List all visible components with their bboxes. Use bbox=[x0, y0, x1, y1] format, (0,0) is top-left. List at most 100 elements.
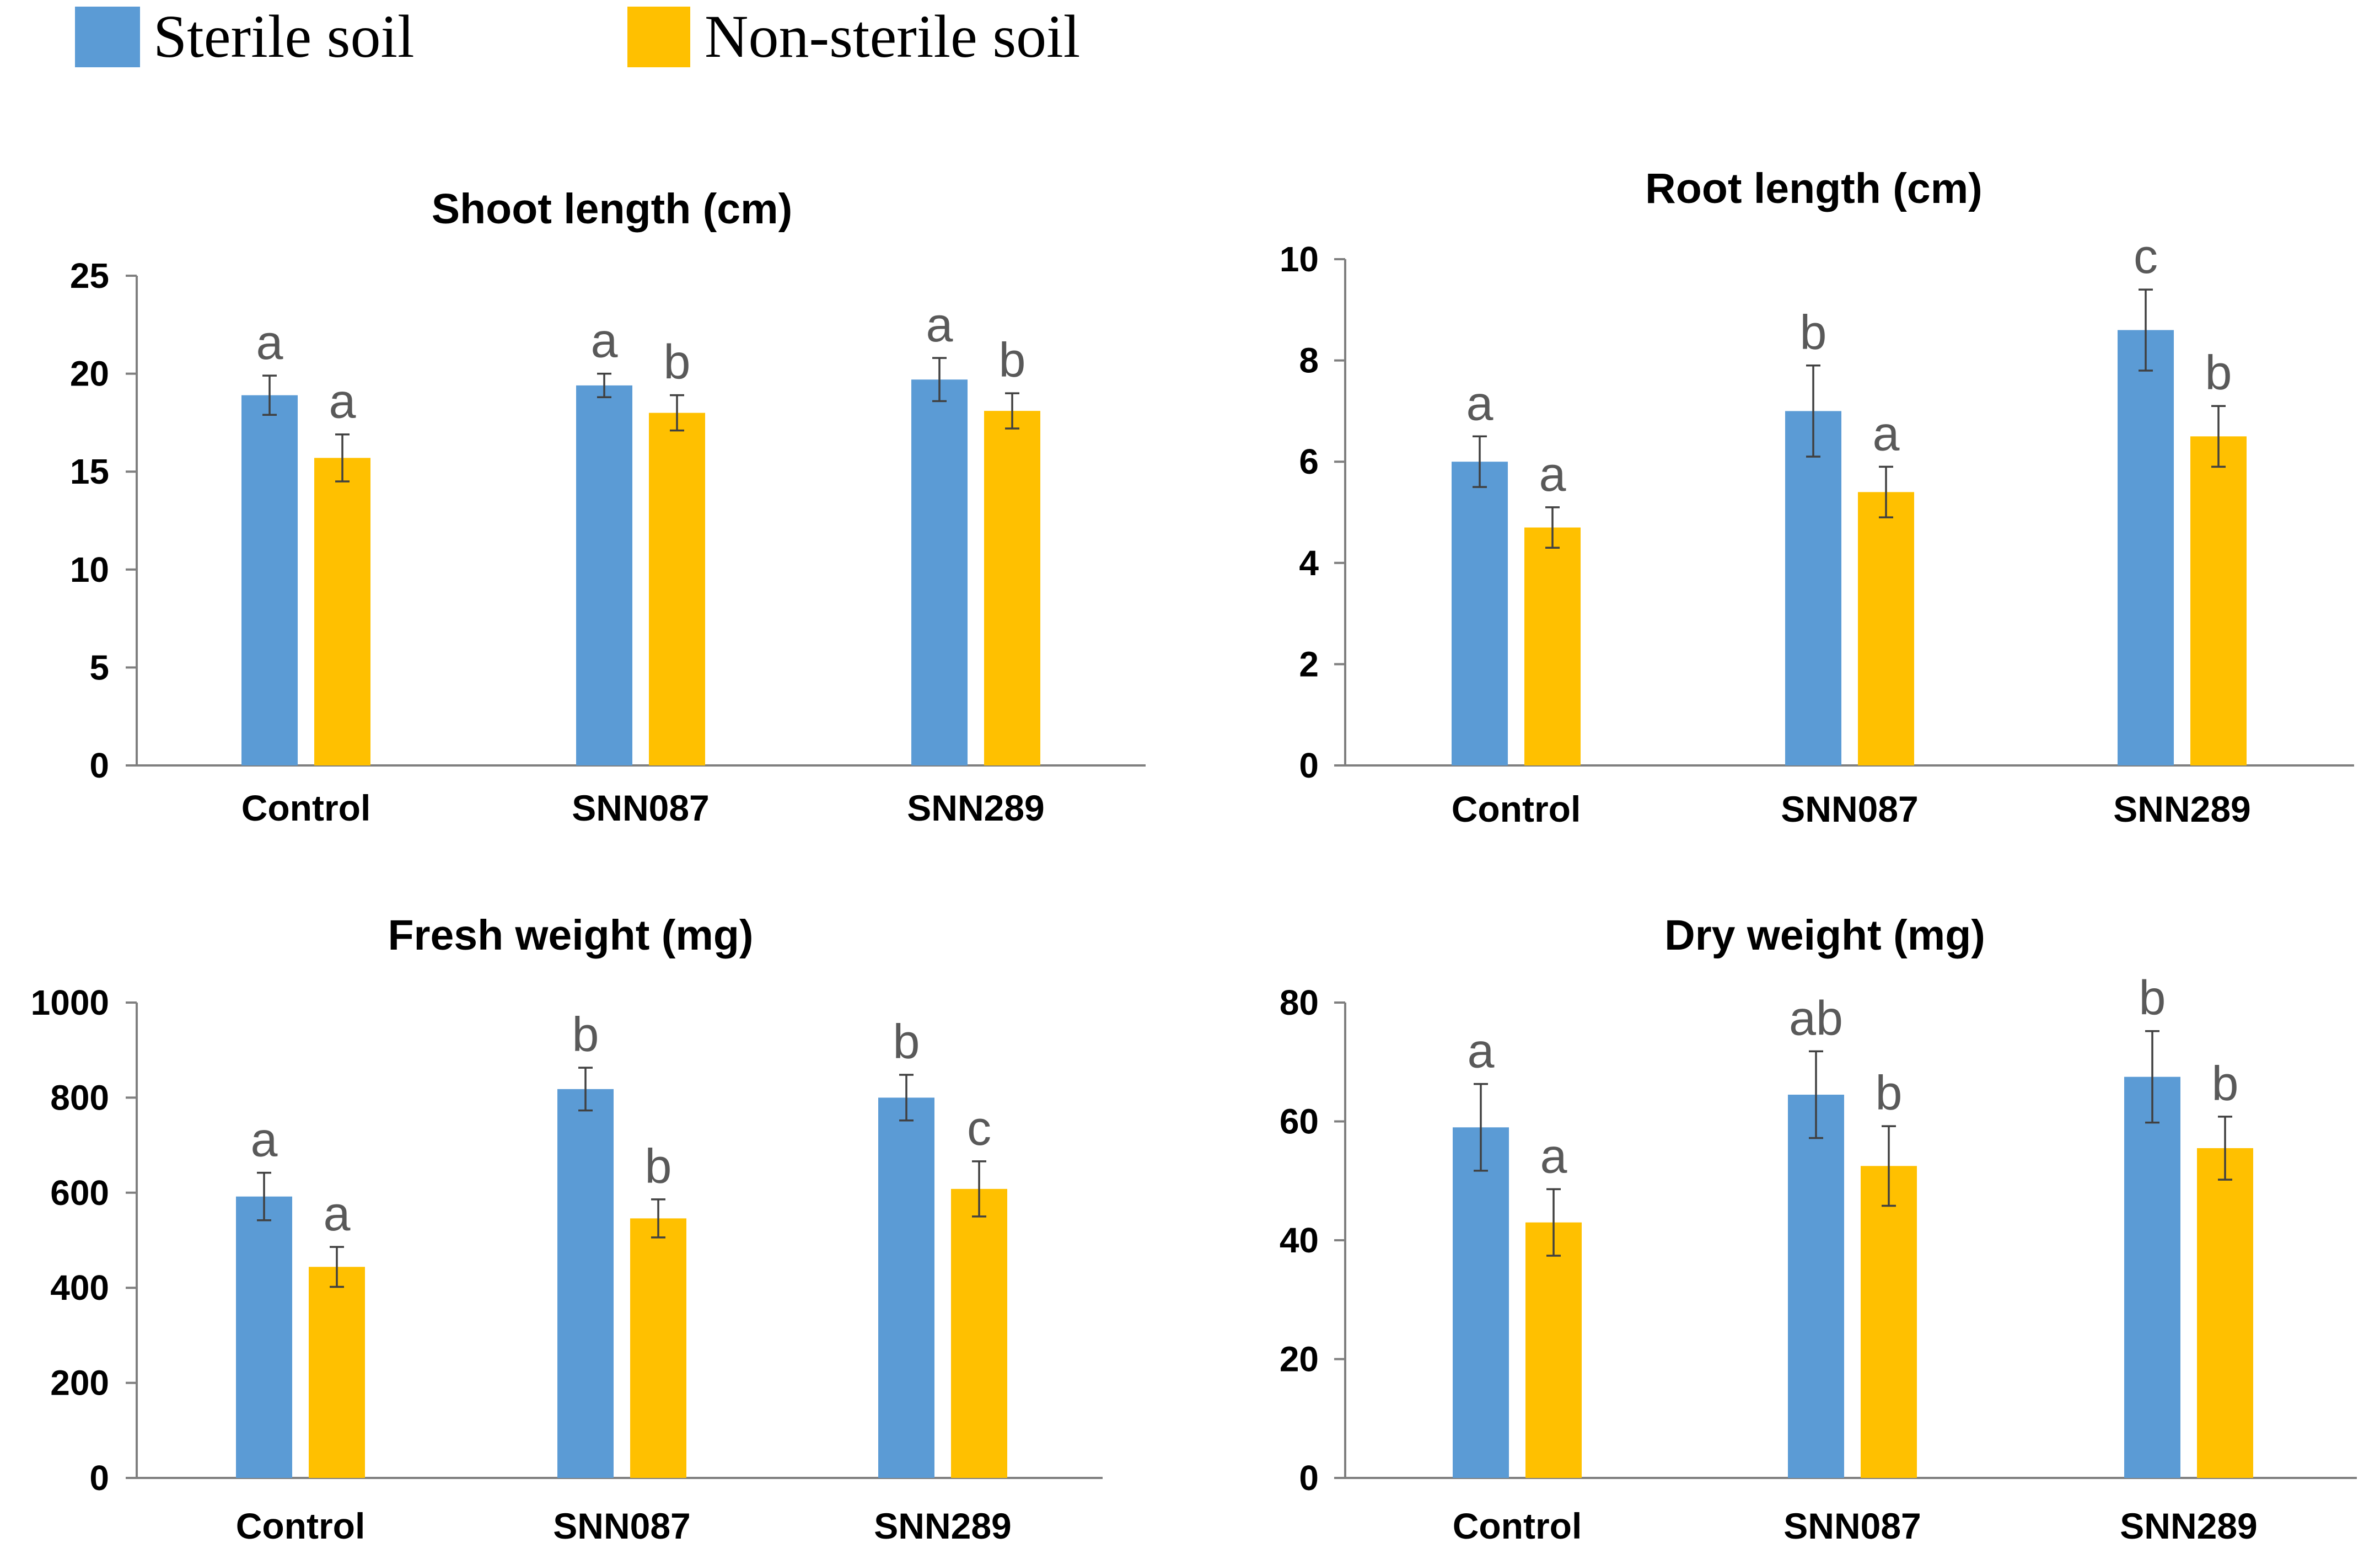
chart-dry-weight: Dry weight (mg) 0 20 40 60 80 Control SNN087 SNN… bbox=[1280, 912, 2357, 1546]
error-bar bbox=[651, 1198, 665, 1239]
significance-letter: b bbox=[2212, 1056, 2239, 1111]
significance-letter: b bbox=[1876, 1065, 1903, 1120]
error-bar bbox=[1474, 1083, 1488, 1172]
y-tick-label: 0 bbox=[89, 1458, 109, 1498]
bar-non-sterile-soil bbox=[951, 1188, 1007, 1478]
significance-letter: b bbox=[1800, 305, 1827, 360]
bar-sterile-soil bbox=[557, 1089, 614, 1478]
error-bar bbox=[578, 1067, 593, 1112]
legend: Sterile soil Non-sterile soil bbox=[75, 3, 1080, 70]
bar-sterile-soil bbox=[1453, 1127, 1509, 1478]
bar-non-sterile-soil bbox=[649, 412, 705, 765]
y-tick-label: 800 bbox=[50, 1078, 109, 1117]
error-bar bbox=[670, 394, 684, 432]
error-bar bbox=[932, 357, 947, 403]
y-tick-label: 10 bbox=[70, 550, 109, 590]
significance-letter: a bbox=[1466, 376, 1493, 430]
category-label: SNN087 bbox=[1781, 789, 1918, 829]
bar-non-sterile-soil bbox=[984, 411, 1040, 765]
significance-letter: c bbox=[967, 1101, 991, 1155]
y-tick-label: 40 bbox=[1280, 1220, 1319, 1260]
significance-letter: a bbox=[1540, 1128, 1567, 1183]
y-tick-label: 10 bbox=[1280, 239, 1319, 279]
error-bar bbox=[2218, 1116, 2232, 1181]
bar-sterile-soil bbox=[1785, 411, 1841, 765]
bar-non-sterile-soil bbox=[309, 1267, 365, 1478]
bar-sterile-soil bbox=[1788, 1095, 1844, 1478]
bar-sterile-soil bbox=[878, 1097, 934, 1478]
error-bar bbox=[262, 374, 277, 416]
y-tick-label: 60 bbox=[1280, 1102, 1319, 1142]
bar-non-sterile-soil bbox=[314, 458, 370, 765]
category-label: SNN087 bbox=[1783, 1506, 1921, 1546]
category-label: SNN087 bbox=[553, 1506, 690, 1546]
bar-sterile-soil bbox=[236, 1196, 292, 1478]
significance-letter: b bbox=[893, 1014, 920, 1069]
y-tick-label: 80 bbox=[1280, 983, 1319, 1022]
error-bar bbox=[330, 1246, 344, 1288]
error-bar bbox=[2211, 405, 2226, 468]
bar-sterile-soil bbox=[576, 385, 632, 765]
error-bar bbox=[972, 1160, 986, 1218]
chart-root-length: Root length (cm) 0 2 4 6 8 10 Control SNN087 SNN2… bbox=[1280, 165, 2354, 829]
category-label: SNN289 bbox=[2120, 1506, 2257, 1546]
category-label: SNN289 bbox=[874, 1506, 1011, 1546]
bar-non-sterile-soil bbox=[630, 1218, 686, 1478]
chart-title: Root length (cm) bbox=[1645, 165, 1983, 212]
category-label: SNN289 bbox=[2113, 789, 2250, 829]
significance-letter: a bbox=[1468, 1024, 1495, 1078]
error-bar bbox=[1005, 392, 1019, 430]
significance-letter: b bbox=[999, 333, 1026, 387]
y-tick-label: 400 bbox=[50, 1268, 109, 1308]
bar-sterile-soil bbox=[241, 395, 298, 765]
y-tick-label: 1000 bbox=[31, 983, 109, 1022]
category-label: Control bbox=[236, 1506, 366, 1546]
significance-letter: ab bbox=[1789, 990, 1843, 1045]
error-bar bbox=[1545, 506, 1560, 549]
y-tick-label: 0 bbox=[1299, 1458, 1319, 1498]
chart-shoot-length: Shoot length (cm) 0 5 10 15 20 25 Control SNN087… bbox=[70, 185, 1146, 828]
y-tick-label: 6 bbox=[1299, 442, 1319, 481]
significance-letter: a bbox=[1873, 406, 1900, 460]
error-bar bbox=[899, 1074, 914, 1122]
y-tick-label: 0 bbox=[89, 746, 109, 785]
error-bar bbox=[257, 1171, 271, 1222]
error-bar bbox=[1806, 365, 1820, 458]
significance-letter: a bbox=[324, 1186, 351, 1241]
category-label: Control bbox=[1452, 789, 1581, 829]
error-bar bbox=[2145, 1030, 2159, 1124]
significance-letter: a bbox=[1539, 447, 1566, 501]
error-bar bbox=[1473, 435, 1487, 488]
chart-title: Shoot length (cm) bbox=[432, 185, 792, 233]
bar-sterile-soil bbox=[2118, 330, 2174, 765]
error-bar bbox=[597, 372, 611, 398]
category-label: Control bbox=[1453, 1506, 1582, 1546]
bar-non-sterile-soil bbox=[2197, 1148, 2253, 1478]
legend-label-sterile-soil: Sterile soil bbox=[153, 3, 415, 70]
error-bar bbox=[1809, 1050, 1823, 1139]
significance-letter: b bbox=[2139, 971, 2166, 1025]
y-tick-label: 2 bbox=[1299, 644, 1319, 684]
chart-title: Fresh weight (mg) bbox=[388, 912, 753, 959]
y-tick-label: 15 bbox=[70, 452, 109, 491]
y-tick-label: 200 bbox=[50, 1363, 109, 1403]
bar-non-sterile-soil bbox=[1861, 1166, 1917, 1478]
significance-letter: a bbox=[926, 297, 953, 352]
error-bar bbox=[1879, 465, 1893, 518]
legend-swatch-non-sterile-soil bbox=[627, 7, 690, 67]
error-bar bbox=[1546, 1188, 1561, 1257]
bar-non-sterile-soil bbox=[2190, 436, 2247, 765]
y-tick-label: 8 bbox=[1299, 341, 1319, 381]
y-tick-label: 600 bbox=[50, 1173, 109, 1213]
significance-letter: a bbox=[329, 374, 356, 428]
y-tick-label: 5 bbox=[89, 647, 109, 687]
significance-letter: b bbox=[664, 335, 691, 389]
y-tick-label: 0 bbox=[1299, 746, 1319, 785]
significance-letter: b bbox=[645, 1139, 672, 1193]
legend-swatch-sterile-soil bbox=[75, 7, 140, 67]
significance-letter: b bbox=[572, 1007, 599, 1062]
significance-letter: a bbox=[251, 1112, 278, 1167]
y-tick-label: 20 bbox=[70, 354, 109, 394]
